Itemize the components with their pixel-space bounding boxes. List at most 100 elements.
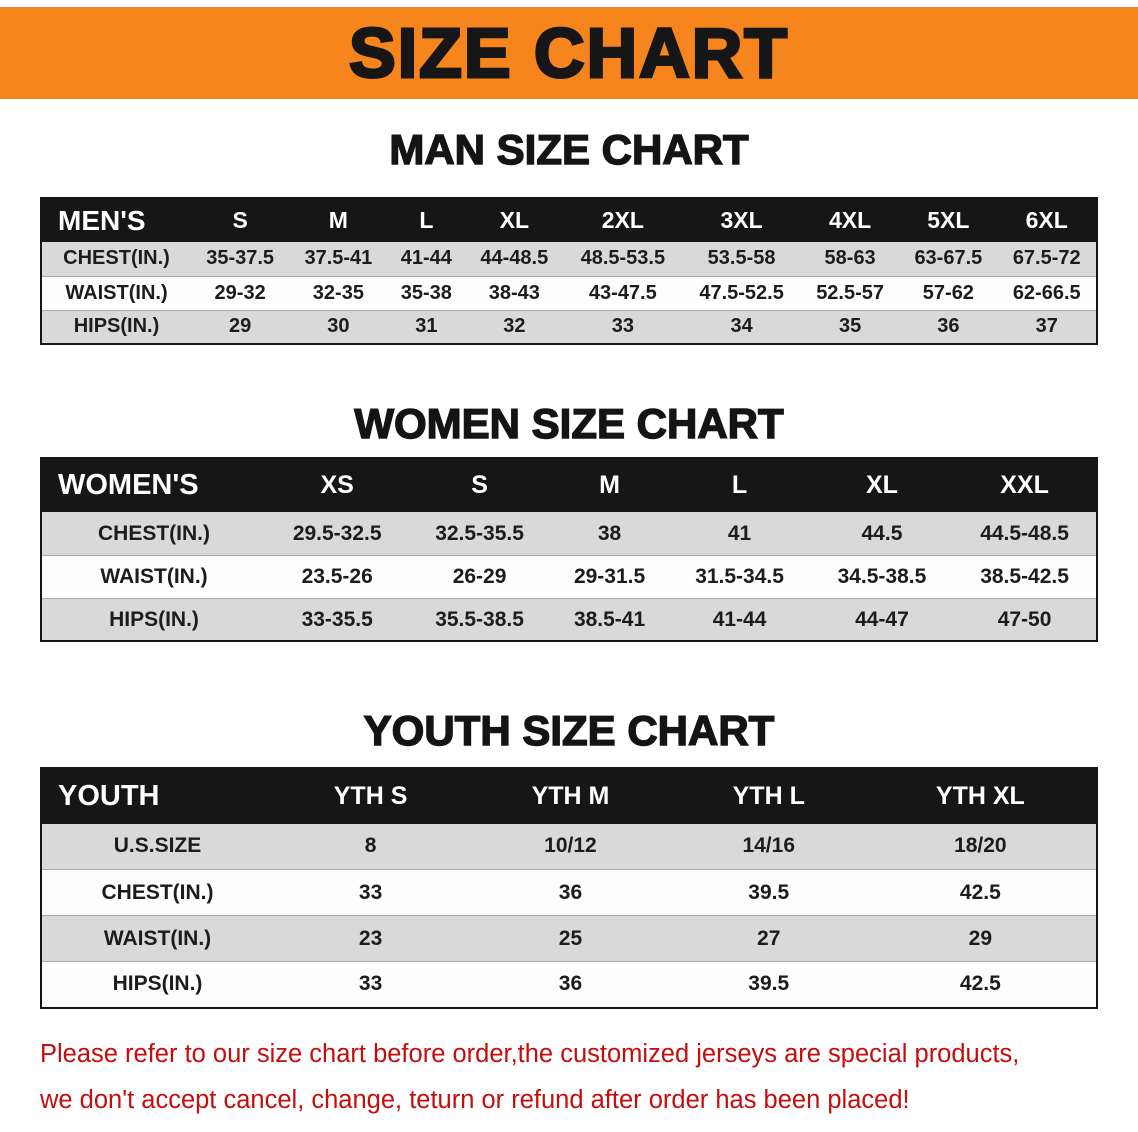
size-value-cell: 53.5-58 bbox=[682, 242, 801, 277]
size-header-cell: XXL bbox=[953, 458, 1097, 513]
size-header-cell: YTH M bbox=[468, 767, 673, 824]
size-row: HIPS(IN.) 33 36 39.5 42.5 bbox=[41, 961, 1097, 1008]
banner: SIZE CHART bbox=[0, 7, 1138, 99]
size-row: CHEST(IN.) 35-37.5 37.5-41 41-44 44-48.5 48.5… bbox=[41, 242, 1097, 277]
size-value-cell: 48.5-53.5 bbox=[563, 242, 683, 277]
table-title-cell: MEN'S bbox=[41, 198, 191, 243]
size-value-cell: 18/20 bbox=[864, 823, 1097, 871]
size-value-cell: 35-38 bbox=[387, 276, 466, 311]
size-value-cell: 39.5 bbox=[748, 972, 790, 996]
men-size-section: MAN SIZE CHART MEN'S S M L XL 2XL 3XL 4XL 5XL 6XL… bbox=[0, 126, 1138, 346]
size-value-cell: 39.5 bbox=[672, 869, 865, 917]
size-value-cell: 38.5-41 bbox=[573, 607, 646, 631]
size-value-cell: 57-62 bbox=[899, 276, 998, 311]
size-value-cell: 32-35 bbox=[289, 276, 388, 311]
size-value-cell: 36 bbox=[558, 972, 583, 996]
size-value-cell: 29-31.5 bbox=[550, 555, 669, 599]
size-value-cell: 23 bbox=[273, 915, 469, 963]
size-value-cell: 41 bbox=[668, 512, 811, 556]
size-header-cell: XL bbox=[465, 198, 564, 243]
size-value-cell: 44.5 bbox=[810, 512, 954, 556]
table-title-cell: YOUTH bbox=[41, 767, 273, 824]
youth-section-heading: YOUTH SIZE CHART bbox=[363, 707, 775, 755]
size-value-cell: 43-47.5 bbox=[563, 276, 683, 311]
size-value-cell: 14/16 bbox=[672, 823, 865, 871]
youth-size-section: YOUTH SIZE CHART YOUTH YTH S YTH M YTH L YTH… bbox=[0, 707, 1138, 1009]
size-value-cell: 31.5-34.5 bbox=[668, 555, 811, 599]
size-value-cell: 34.5-38.5 bbox=[810, 555, 954, 599]
size-value-cell: 31 bbox=[415, 315, 438, 338]
size-value-cell: 37.5-41 bbox=[289, 242, 388, 277]
row-label-cell: WAIST(IN.) bbox=[41, 555, 266, 599]
size-value-cell: 44-47 bbox=[855, 607, 909, 631]
size-row: U.S.SIZE 8 10/12 14/16 18/20 bbox=[41, 823, 1097, 871]
disclaimer: Please refer to our size chart before or… bbox=[0, 1031, 1138, 1123]
table-header-row: MEN'S S M L XL 2XL 3XL 4XL 5XL 6XL bbox=[41, 198, 1097, 243]
size-value-cell: 35 bbox=[838, 315, 862, 338]
size-value-cell: 29 bbox=[864, 915, 1097, 963]
row-label-cell: U.S.SIZE bbox=[41, 823, 273, 871]
size-value-cell: 47.5-52.5 bbox=[682, 276, 801, 311]
size-value-cell: 33-35.5 bbox=[301, 607, 373, 631]
row-label-cell: CHEST(IN.) bbox=[41, 512, 266, 556]
size-row: WAIST(IN.) 23.5-26 26-29 29-31.5 31.5-34.5 34… bbox=[41, 555, 1097, 599]
size-value-cell: 29.5-32.5 bbox=[266, 512, 409, 556]
size-value-cell: 33 bbox=[273, 869, 469, 917]
size-row: HIPS(IN.) 33-35.5 35.5-38.5 38.5-41 41-44 44-… bbox=[41, 598, 1097, 642]
size-value-cell: 29-32 bbox=[191, 276, 290, 311]
disclaimer-line-2: we don't accept cancel, change, teturn o… bbox=[40, 1085, 910, 1114]
row-label-cell: CHEST(IN.) bbox=[41, 869, 273, 917]
size-row: CHEST(IN.) 29.5-32.5 32.5-35.5 38 41 44.5 44.5… bbox=[41, 512, 1097, 556]
size-header-cell: L bbox=[668, 458, 811, 513]
size-header-cell: 3XL bbox=[682, 198, 801, 243]
size-header-cell: YTH XL bbox=[864, 767, 1097, 824]
size-value-cell: 44.5-48.5 bbox=[953, 512, 1097, 556]
size-value-cell: 30 bbox=[327, 315, 350, 338]
size-value-cell: 32.5-35.5 bbox=[408, 512, 551, 556]
size-value-cell: 42.5 bbox=[864, 869, 1097, 917]
size-header-cell: YTH S bbox=[273, 767, 469, 824]
size-value-cell: 26-29 bbox=[408, 555, 551, 599]
youth-size-table: YOUTH YTH S YTH M YTH L YTH XL U.S.SIZE 8 10/12… bbox=[40, 766, 1098, 1009]
size-header-cell: XL bbox=[810, 458, 954, 513]
size-value-cell: 34 bbox=[730, 315, 753, 338]
size-row: WAIST(IN.) 23 25 27 29 bbox=[41, 915, 1097, 963]
banner-title: SIZE CHART bbox=[348, 14, 789, 92]
row-label-cell: HIPS(IN.) bbox=[73, 315, 160, 338]
row-label-cell: HIPS(IN.) bbox=[112, 972, 203, 996]
disclaimer-line-1: Please refer to our size chart before or… bbox=[40, 1039, 1020, 1068]
women-section-heading: WOMEN SIZE CHART bbox=[354, 400, 785, 448]
table-header-row: YOUTH YTH S YTH M YTH L YTH XL bbox=[41, 767, 1097, 824]
size-header-cell: 6XL bbox=[997, 198, 1097, 243]
size-header-cell: XS bbox=[266, 458, 409, 513]
size-value-cell: 41-44 bbox=[712, 607, 767, 631]
size-value-cell: 35.5-38.5 bbox=[435, 607, 524, 631]
size-header-cell: M bbox=[550, 458, 669, 513]
table-title-cell: WOMEN'S bbox=[41, 458, 266, 513]
women-size-section: WOMEN SIZE CHART WOMEN'S XS S M L XL XXL CHEST(… bbox=[0, 400, 1138, 643]
size-value-cell: 47-50 bbox=[997, 607, 1052, 631]
size-header-cell: S bbox=[191, 198, 290, 243]
row-label-cell: WAIST(IN.) bbox=[41, 276, 191, 311]
size-value-cell: 52.5-57 bbox=[800, 276, 900, 311]
size-header-cell: 4XL bbox=[800, 198, 900, 243]
size-value-cell: 41-44 bbox=[387, 242, 466, 277]
size-value-cell: 62-66.5 bbox=[997, 276, 1097, 311]
size-value-cell: 63-67.5 bbox=[899, 242, 998, 277]
size-header-cell: 2XL bbox=[563, 198, 683, 243]
size-row: WAIST(IN.) 29-32 32-35 35-38 38-43 43-47.5 47.… bbox=[41, 276, 1097, 311]
size-row: HIPS(IN.) 29 30 31 32 33 34 35 36 37 bbox=[41, 310, 1097, 345]
size-value-cell: 44-48.5 bbox=[465, 242, 564, 277]
size-value-cell: 35-37.5 bbox=[191, 242, 290, 277]
size-value-cell: 36 bbox=[937, 315, 960, 338]
size-value-cell: 37 bbox=[1035, 315, 1058, 338]
row-label-cell: CHEST(IN.) bbox=[41, 242, 191, 277]
size-value-cell: 38 bbox=[550, 512, 669, 556]
size-header-cell: L bbox=[387, 198, 466, 243]
size-value-cell: 38.5-42.5 bbox=[953, 555, 1097, 599]
size-value-cell: 32 bbox=[503, 315, 526, 338]
men-size-table: MEN'S S M L XL 2XL 3XL 4XL 5XL 6XL CHEST(IN.) 35-37… bbox=[40, 197, 1098, 346]
size-value-cell: 58-63 bbox=[800, 242, 900, 277]
size-row: CHEST(IN.) 33 36 39.5 42.5 bbox=[41, 869, 1097, 917]
